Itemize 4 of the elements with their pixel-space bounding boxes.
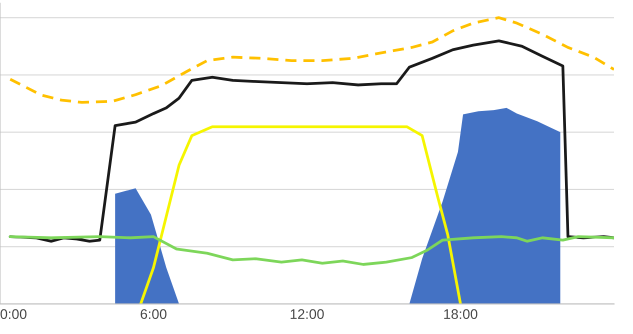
x-tick-label: 18:00 — [444, 309, 478, 320]
x-tick-label: 12:00 — [290, 309, 324, 320]
x-tick-label: 6:00 — [140, 309, 166, 320]
x-tick-label: 0:00 — [0, 309, 26, 320]
